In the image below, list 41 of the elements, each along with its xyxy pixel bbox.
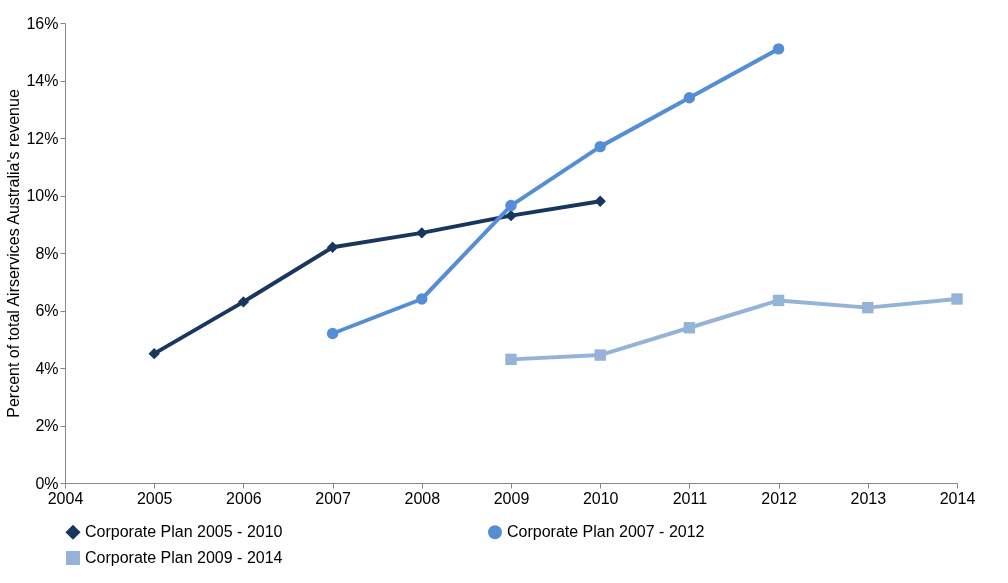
point	[594, 349, 606, 361]
y-tick-label: 2%	[35, 417, 59, 434]
point	[505, 199, 517, 212]
point	[148, 347, 160, 360]
x-tick-label: 2006	[226, 489, 262, 507]
y-tick-label: 12%	[26, 129, 59, 147]
y-tick-label: 0%	[35, 474, 59, 492]
point	[772, 294, 785, 307]
legend-label: Corporate Plan 2007 - 2012	[507, 523, 705, 541]
legend-label: Corporate Plan 2009 - 2014	[85, 549, 283, 566]
y-tick-label: 6%	[35, 302, 59, 319]
point	[594, 140, 606, 153]
x-tick-label: 2008	[404, 489, 441, 507]
y-tick-label: 8%	[35, 244, 59, 262]
y-tick-label: 10%	[26, 187, 59, 204]
x-tick-label: 2013	[850, 489, 887, 507]
y-tick-label: 16%	[26, 14, 59, 32]
y-tick-label: 4%	[35, 359, 59, 377]
x-tick-label: 2009	[493, 489, 530, 507]
y-tick-label: 14%	[26, 72, 59, 89]
x-tick-label: 2011	[672, 489, 708, 507]
point	[416, 293, 428, 305]
point	[505, 353, 517, 366]
point	[951, 293, 963, 305]
x-tick-label: 2012	[761, 489, 797, 507]
legend-label: Corporate Plan 2005 - 2010	[85, 523, 283, 541]
point	[594, 195, 606, 207]
point	[326, 327, 339, 340]
point	[416, 227, 428, 239]
x-tick-label: 2010	[582, 489, 619, 507]
x-tick-label: 2004	[47, 489, 84, 507]
x-tick-label: 2014	[939, 489, 976, 507]
y-axis-title: Percent of total Airservices Australia's revenue	[5, 89, 23, 418]
x-tick-label: 2007	[315, 489, 351, 507]
point	[326, 241, 339, 253]
point	[237, 296, 250, 308]
point	[862, 301, 874, 314]
point	[683, 322, 696, 334]
point	[772, 43, 785, 55]
x-tick-label: 2005	[136, 489, 173, 507]
point	[683, 92, 696, 104]
